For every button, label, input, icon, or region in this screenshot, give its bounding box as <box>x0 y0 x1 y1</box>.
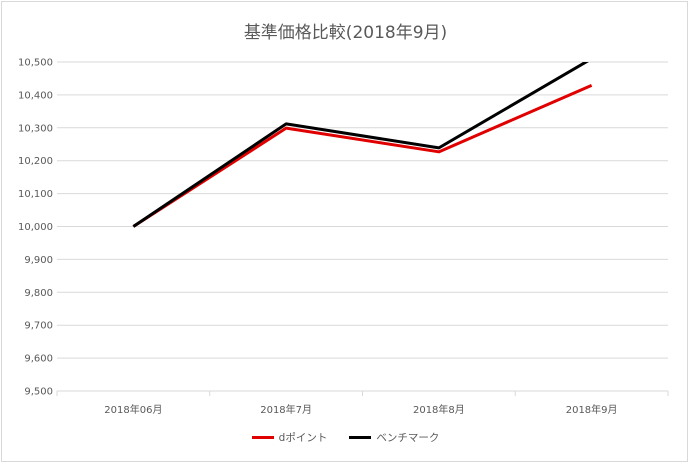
x-tick-label: 2018年7月 <box>260 403 312 416</box>
y-tick-label: 9,800 <box>24 288 53 299</box>
legend-item-benchmark: ベンチマーク <box>349 430 439 445</box>
series-line-dpoint <box>132 83 593 228</box>
x-tick-label: 2018年8月 <box>413 403 465 416</box>
y-tick-label: 10,200 <box>18 156 53 167</box>
legend-swatch-dpoint <box>251 436 274 439</box>
chart-legend: dポイント ベンチマーク <box>0 430 691 445</box>
legend-item-dpoint: dポイント <box>251 430 328 445</box>
y-tick-label: 10,500 <box>18 58 53 69</box>
y-tick-label: 10,000 <box>18 222 53 233</box>
x-tick-label: 2018年9月 <box>566 403 618 416</box>
legend-label-dpoint: dポイント <box>278 432 328 444</box>
legend-swatch-benchmark <box>349 436 372 439</box>
y-tick-label: 10,300 <box>18 123 53 134</box>
y-tick-label: 9,500 <box>24 387 53 398</box>
series-line-benchmark <box>132 62 589 228</box>
y-tick-label: 9,600 <box>24 354 53 365</box>
y-tick-label: 10,400 <box>18 90 53 101</box>
y-tick-label: 9,900 <box>24 255 53 266</box>
x-tick-label: 2018年06月 <box>104 403 162 416</box>
y-tick-label: 9,700 <box>24 321 53 332</box>
y-tick-label: 10,100 <box>18 189 53 200</box>
legend-label-benchmark: ベンチマーク <box>376 432 440 444</box>
chart-title: 基準価格比較(2018年9月) <box>243 23 448 43</box>
